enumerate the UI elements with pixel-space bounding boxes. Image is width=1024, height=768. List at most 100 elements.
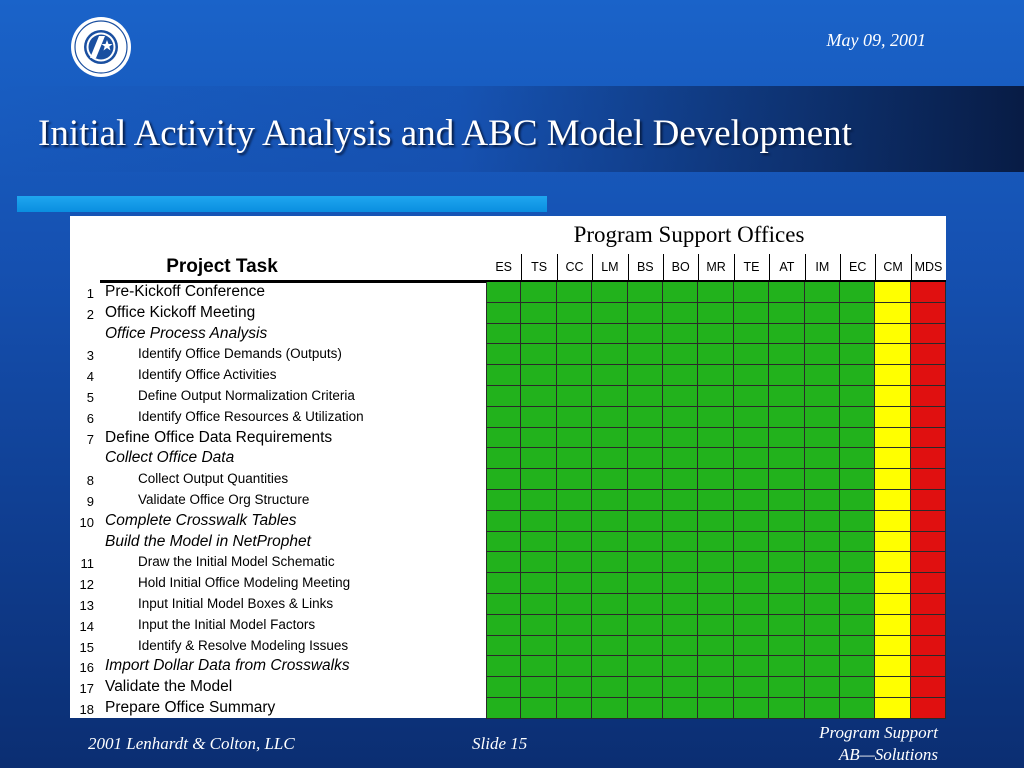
status-cell-lm (592, 365, 628, 386)
status-cell-lm (592, 490, 628, 511)
status-cell-at (769, 406, 805, 428)
status-cell-te (733, 531, 770, 553)
status-cell-es (486, 531, 522, 553)
status-cell-lm (592, 469, 628, 490)
status-cell-te (733, 698, 770, 719)
status-cell-ec (840, 656, 876, 678)
status-cell-es (486, 469, 522, 490)
status-cell-te (733, 282, 770, 303)
status-cell-cc (556, 698, 593, 719)
task-label: Identify Office Demands (Outputs) (138, 346, 342, 362)
status-cell-lm (592, 386, 628, 407)
office-header-ts: TS (531, 260, 548, 274)
status-cell-im (804, 427, 840, 449)
row-number: 7 (86, 431, 94, 447)
row-number: 18 (79, 702, 94, 717)
status-cell-ec (840, 698, 876, 719)
status-cell-mr (698, 427, 734, 449)
status-cell-at (769, 698, 805, 719)
status-cell-mds (910, 406, 947, 428)
status-cell-te (733, 406, 770, 428)
status-cell-te (733, 635, 770, 657)
status-cell-ts (521, 635, 557, 657)
status-cell-mds (910, 531, 947, 553)
status-cell-at (769, 573, 805, 594)
status-cell-lm (592, 406, 628, 428)
row-number: 14 (79, 618, 94, 634)
status-cell-at (769, 531, 805, 553)
accent-bar (17, 196, 547, 212)
status-cell-bo (663, 531, 699, 553)
status-cell-ts (521, 448, 557, 470)
status-cell-cc (556, 614, 593, 636)
status-cell-es (486, 344, 522, 366)
task-label: Define Office Data Requirements (105, 428, 333, 446)
status-cell-mds (910, 448, 947, 470)
status-cell-te (733, 552, 770, 574)
status-cell-bs (627, 448, 663, 470)
status-cell-ts (521, 365, 557, 386)
status-cell-lm (592, 698, 628, 719)
row-number: 9 (86, 494, 94, 509)
task-label: Input the Initial Model Factors (138, 616, 316, 632)
status-cell-te (733, 677, 770, 698)
status-cell-bs (627, 656, 663, 678)
office-header-mds: MDS (914, 260, 943, 274)
status-cell-at (769, 490, 805, 511)
office-header-lm: LM (601, 260, 619, 274)
status-cell-mds (910, 386, 947, 407)
status-cell-cm (875, 614, 911, 636)
status-cell-bs (627, 510, 663, 532)
status-cell-lm (592, 510, 628, 532)
project-task-header: Project Task (166, 256, 278, 277)
status-cell-es (486, 302, 522, 324)
status-cell-bo (663, 677, 699, 698)
status-cell-cm (875, 531, 911, 553)
status-cell-es (486, 573, 522, 594)
status-cell-bs (627, 365, 663, 386)
status-cell-at (769, 614, 805, 636)
status-cell-ec (840, 323, 876, 345)
status-cell-cm (875, 323, 911, 345)
status-cell-mr (698, 552, 734, 574)
status-cell-ec (840, 386, 876, 407)
status-cell-im (804, 448, 840, 470)
status-cell-te (733, 656, 770, 678)
status-cell-im (804, 282, 840, 303)
status-cell-ts (521, 469, 557, 490)
status-cell-ec (840, 635, 876, 657)
office-header-at: AT (779, 260, 795, 274)
status-cell-bs (627, 614, 663, 636)
status-cell-at (769, 386, 805, 407)
status-cell-ec (840, 677, 876, 698)
column-separator (910, 254, 912, 280)
row-number: 6 (86, 410, 94, 426)
status-cell-cc (556, 573, 593, 594)
status-cell-mr (698, 282, 734, 303)
status-cell-es (486, 386, 522, 407)
status-cell-bo (663, 386, 699, 407)
office-header-cc: CC (565, 260, 584, 274)
task-label: Import Dollar Data from Crosswalks (105, 657, 350, 675)
status-cell-lm (592, 573, 628, 594)
column-separator (769, 254, 771, 280)
status-cell-im (804, 386, 840, 407)
status-cell-at (769, 510, 805, 532)
status-cell-te (733, 510, 770, 532)
status-cell-es (486, 698, 522, 719)
status-cell-cm (875, 406, 911, 428)
status-cell-te (733, 469, 770, 490)
offices-group-header: Program Support Offices (573, 222, 805, 247)
status-cell-mr (698, 406, 734, 428)
status-cell-bo (663, 448, 699, 470)
status-cell-es (486, 552, 522, 574)
status-cell-mr (698, 635, 734, 657)
status-cell-ec (840, 552, 876, 574)
status-cell-mr (698, 573, 734, 594)
status-cell-lm (592, 677, 628, 698)
status-cell-at (769, 344, 805, 366)
status-cell-ts (521, 386, 557, 407)
column-separator (875, 254, 877, 280)
status-cell-te (733, 302, 770, 324)
row-number: 1 (86, 286, 94, 301)
